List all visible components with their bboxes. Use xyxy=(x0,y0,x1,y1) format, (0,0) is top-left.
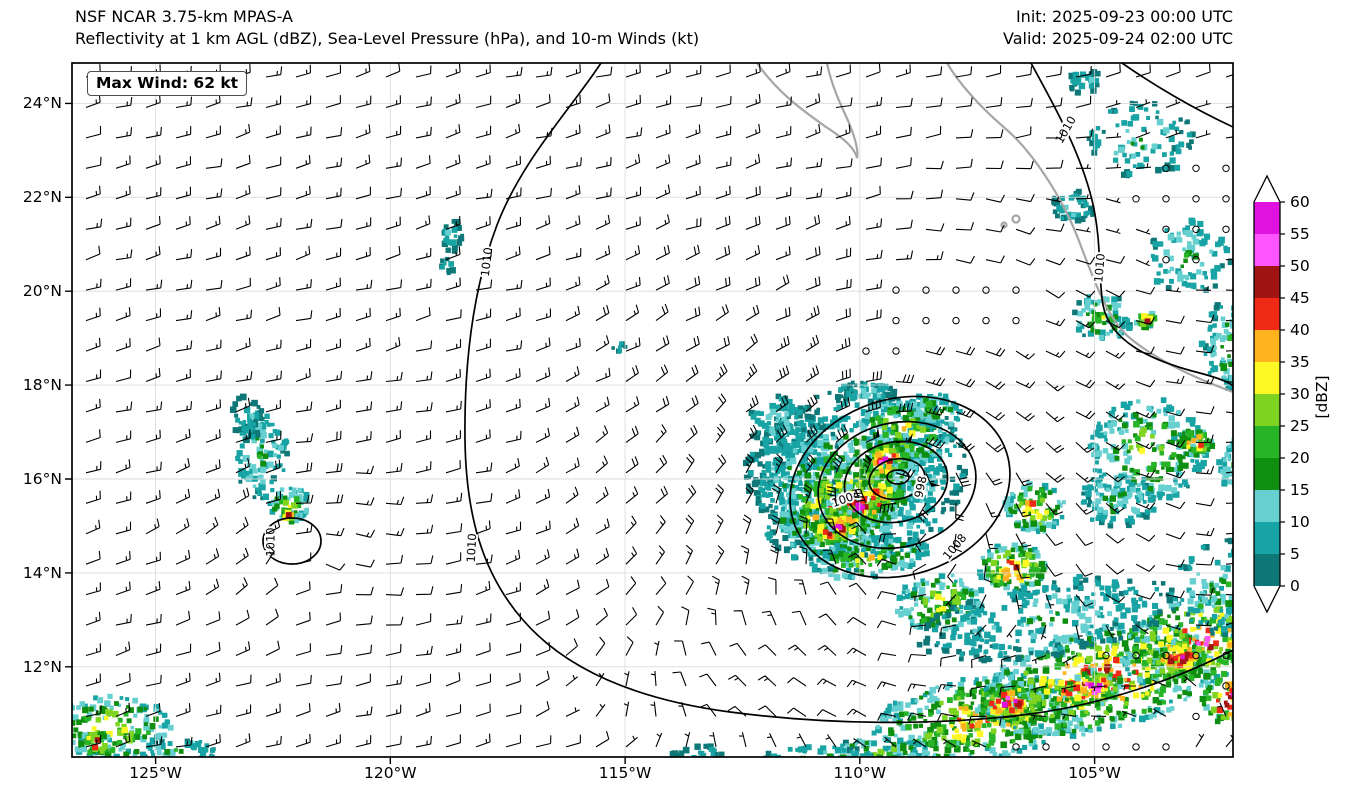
x-tick-label: 120°W xyxy=(363,764,417,782)
y-tick-label: 24°N xyxy=(22,94,62,113)
colorbar-tick-label: 50 xyxy=(1290,257,1310,275)
colorbar-tick-label: 25 xyxy=(1290,417,1310,435)
reflectivity-layer xyxy=(72,69,1233,757)
colorbar-unit-label: [dBZ] xyxy=(1313,375,1331,419)
island xyxy=(1011,214,1021,224)
colorbar-tick-label: 55 xyxy=(1290,225,1310,243)
baja-coastline xyxy=(756,63,859,159)
x-tick-label: 115°W xyxy=(598,764,652,782)
colorbar-tick-label: 30 xyxy=(1290,385,1310,403)
colorbar-tick-label: 10 xyxy=(1290,513,1310,531)
y-tick-label: 22°N xyxy=(22,188,62,207)
island xyxy=(1000,221,1008,229)
y-tick-label: 14°N xyxy=(22,563,62,582)
init-time: Init: 2025-09-23 00:00 UTC xyxy=(1015,7,1233,26)
colorbar-tick-label: 15 xyxy=(1290,481,1310,499)
x-tick-label: 110°W xyxy=(833,764,887,782)
max-wind-badge: Max Wind: 62 kt xyxy=(87,71,248,96)
y-tick-label: 20°N xyxy=(22,282,62,301)
valid-time: Valid: 2025-09-24 02:00 UTC xyxy=(1002,29,1233,48)
isobar-coastal-inland xyxy=(1121,63,1233,128)
y-tick-label: 16°N xyxy=(22,469,62,488)
model-title: NSF NCAR 3.75-km MPAS-A xyxy=(75,7,293,26)
axis-ticks xyxy=(65,102,1096,764)
coastline-layer xyxy=(756,63,1233,394)
isobar-1010-low-west xyxy=(262,517,322,565)
colorbar xyxy=(1253,174,1285,614)
isobar-1010-coastal xyxy=(1030,63,1233,387)
y-tick-label: 18°N xyxy=(22,376,62,395)
isobar-998 xyxy=(868,457,926,501)
colorbar-tick-label: 60 xyxy=(1290,193,1310,211)
colorbar-tick-label: 5 xyxy=(1290,545,1300,563)
x-tick-label: 105°W xyxy=(1068,764,1121,782)
mainland-coastline xyxy=(946,63,1233,394)
colorbar-tick-label: 35 xyxy=(1290,353,1310,371)
isobar-1004 xyxy=(843,440,949,524)
y-tick-label: 12°N xyxy=(22,657,62,676)
plot-title: Reflectivity at 1 km AGL (dBZ), Sea-Leve… xyxy=(75,29,700,48)
colorbar-tick-label: 45 xyxy=(1290,289,1310,307)
colorbar-tick-label: 0 xyxy=(1290,577,1300,595)
isobar-1006 xyxy=(817,420,977,550)
plot-frame xyxy=(71,62,1234,758)
isobar-1010-main xyxy=(464,63,1233,724)
pressure-contours xyxy=(262,63,1233,724)
x-tick-label: 125°W xyxy=(129,764,182,782)
colorbar-tick-label: 40 xyxy=(1290,321,1310,339)
colorbar-tick-label: 20 xyxy=(1290,449,1310,467)
